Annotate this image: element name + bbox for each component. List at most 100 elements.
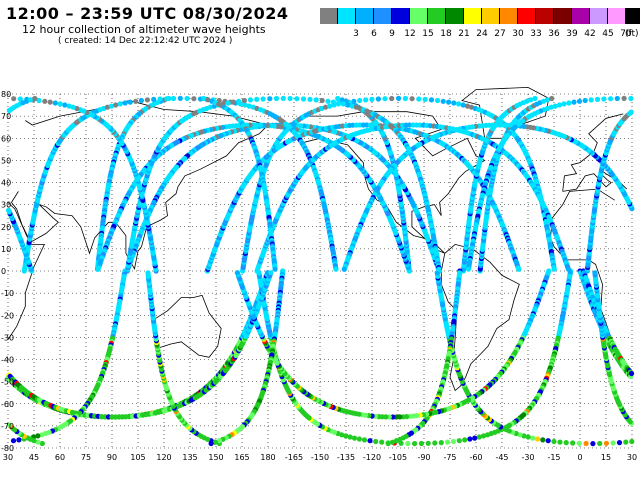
track-point: [530, 435, 536, 441]
legend-unit: (ft): [625, 29, 639, 39]
track-point: [532, 95, 538, 102]
track-point: [434, 97, 441, 104]
legend-swatch: [536, 8, 554, 24]
track-point: [145, 270, 151, 276]
track-point: [405, 440, 411, 447]
longitude-label: -165: [285, 453, 303, 462]
track-point: [113, 102, 119, 108]
track-point: [570, 440, 576, 446]
track-point: [561, 101, 567, 107]
track-point: [10, 438, 17, 444]
legend-label: 33: [530, 29, 542, 39]
track-point: [540, 98, 547, 104]
track-point: [456, 101, 462, 107]
track-point: [280, 95, 286, 101]
track-point: [327, 103, 333, 109]
longitude-label: -30: [521, 453, 534, 462]
longitude-label: -45: [495, 453, 508, 462]
track-point: [628, 95, 634, 102]
track-point: [375, 96, 381, 102]
track-point: [225, 100, 231, 106]
track-point: [268, 270, 274, 276]
track-point: [254, 96, 260, 102]
track-point: [122, 100, 128, 106]
track-point: [6, 422, 12, 428]
track-point: [525, 434, 531, 440]
track-point: [307, 96, 313, 102]
track-point: [416, 96, 422, 102]
track-point: [610, 440, 616, 446]
track-point: [336, 100, 342, 106]
legend-swatch: [428, 8, 446, 24]
latitude-label: -50: [1, 378, 14, 387]
track-point: [57, 101, 63, 107]
track-point: [540, 437, 546, 443]
track-point: [485, 432, 491, 438]
legend-label: 6: [371, 29, 377, 39]
track-point: [272, 266, 278, 272]
track-point: [241, 97, 247, 104]
track-point: [385, 440, 391, 447]
coastline: [550, 237, 616, 349]
track-point: [191, 96, 197, 102]
legend-swatch: [626, 8, 640, 24]
track-point: [230, 99, 236, 105]
track-point: [201, 95, 207, 102]
track-point: [629, 438, 635, 445]
coastline: [562, 113, 624, 192]
track-point: [389, 439, 396, 445]
latitude-labels: 80 70 60 50 40 30 20 10 0 -10 -20 -30 -40 -50 -60 -70 -8…: [1, 90, 14, 453]
coastline: [11, 100, 269, 270]
track-point: [436, 266, 442, 272]
track-point: [393, 438, 399, 444]
longitude-label: -120: [363, 453, 381, 462]
track-point: [428, 97, 435, 103]
track-point: [35, 433, 41, 439]
track-point: [467, 436, 473, 442]
track-point: [535, 436, 541, 442]
color-legend: 3 6 9 12 15 18 21 24 27 30 33 36 39 42 45 70 (ft): [320, 8, 640, 39]
latitude-label: -20: [1, 311, 14, 320]
legend-swatch: [518, 8, 536, 24]
track-point: [242, 102, 248, 108]
legend-swatch: [482, 8, 500, 24]
track-point: [70, 104, 76, 110]
longitude-label: 0: [577, 453, 582, 462]
track-point: [294, 96, 300, 102]
latitude-label: 70: [1, 112, 11, 121]
legend-swatch: [410, 8, 428, 24]
longitude-label: 150: [208, 453, 223, 462]
longitude-label: -15: [547, 453, 560, 462]
track-point: [373, 438, 379, 445]
track-point: [594, 96, 601, 102]
track-point: [367, 438, 373, 444]
track-point: [576, 440, 582, 446]
legend-swatch: [320, 8, 338, 24]
legend-label: 21: [458, 29, 470, 39]
track-point: [133, 98, 139, 104]
track-point: [552, 103, 558, 109]
longitude-label: 30: [627, 453, 637, 462]
track-point: [361, 437, 368, 443]
track-point: [11, 96, 17, 102]
track-point: [300, 96, 307, 102]
track-point: [629, 370, 635, 377]
track-point: [349, 103, 355, 109]
track-point: [563, 440, 569, 446]
longitude-label: 90: [107, 453, 117, 462]
legend-swatch: [464, 8, 482, 24]
track-point: [576, 98, 583, 104]
track-point: [396, 95, 402, 101]
track-point: [464, 103, 471, 109]
track-point: [369, 96, 375, 102]
track-point: [347, 434, 353, 440]
track-point: [566, 100, 572, 106]
track-point: [323, 104, 329, 110]
track-point: [592, 270, 598, 276]
track-point: [351, 435, 358, 441]
longitude-label: -105: [389, 453, 407, 462]
track-point: [412, 441, 418, 447]
track-point: [588, 97, 594, 103]
track-point: [551, 438, 557, 445]
track-point: [216, 438, 222, 444]
